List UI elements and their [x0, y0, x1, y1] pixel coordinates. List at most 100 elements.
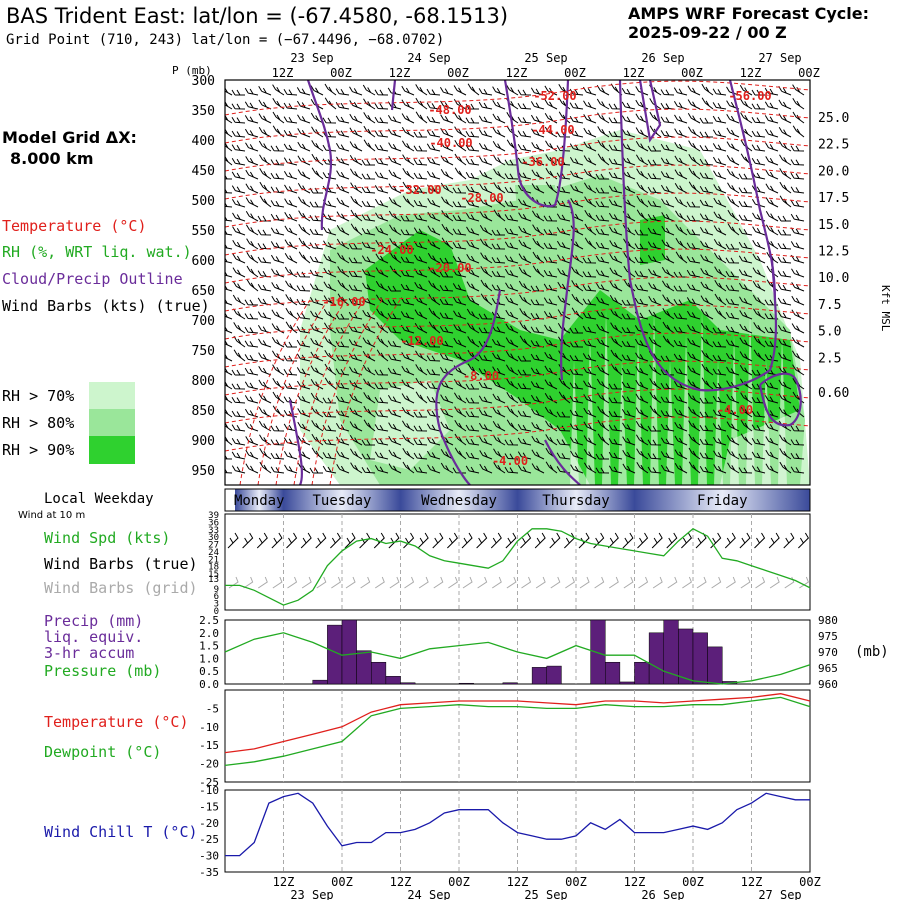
precip-bar [590, 619, 606, 685]
wind-barb [570, 198, 584, 208]
wind-barb [608, 130, 623, 138]
wind-barb-grid [477, 576, 488, 589]
wind-barb [374, 198, 389, 208]
wind-barb [504, 268, 519, 278]
wind-barb [530, 353, 545, 362]
wind-barb [687, 99, 701, 110]
wind-barb [727, 223, 740, 236]
wind-barb [739, 337, 753, 348]
wind-barb-true [476, 532, 488, 549]
wind-barb [701, 363, 714, 376]
wind-barb [389, 238, 402, 250]
wind-barb [621, 313, 636, 320]
wind-barb [686, 215, 701, 222]
wind-barb [310, 85, 324, 96]
wind-barb [296, 87, 311, 96]
wind-barb [790, 241, 805, 250]
wind-barb [322, 185, 337, 194]
wind-barb [726, 421, 740, 432]
precip-bar [692, 632, 708, 685]
wind-barb [777, 284, 792, 292]
wind-barb [309, 228, 324, 236]
time-tick-label-top: 12Z [389, 66, 411, 80]
wind-barb [596, 378, 610, 390]
wind-barb [647, 453, 662, 460]
wind-barb [374, 437, 389, 446]
wind-barb [285, 294, 298, 306]
wind-barb [225, 87, 233, 96]
wind-barb [701, 97, 714, 110]
wind-barb [504, 241, 519, 250]
cloud-outline [306, 80, 333, 231]
wind-barb [505, 337, 519, 348]
wind-barb [272, 125, 285, 138]
wind-barb [246, 279, 259, 292]
wind-barb [531, 183, 545, 194]
wind-barb [661, 225, 675, 236]
wind-barb [673, 340, 688, 348]
wind-chill-tick-label: -30 [199, 850, 219, 863]
wind-barb [726, 155, 740, 166]
wind-barb [647, 173, 662, 180]
temperature-contour-line [275, 299, 347, 485]
wind-barb [348, 339, 363, 348]
temperature-contour-line [225, 304, 810, 340]
wind-barb [518, 226, 532, 236]
wind-barb-grid [725, 576, 736, 589]
wind-barb [634, 297, 649, 306]
wind-barb [634, 243, 649, 250]
wind-barb [608, 397, 623, 404]
wind-barb-true [417, 532, 429, 549]
wind-barb [480, 252, 493, 264]
wind-barb [725, 312, 740, 320]
wind-barb [609, 267, 623, 278]
precip-tick-label: 0.5 [199, 665, 219, 678]
wind-barb [531, 128, 545, 138]
wind-barb-grid [535, 576, 546, 589]
wind-barb [402, 448, 415, 460]
weekday-frame [224, 488, 811, 512]
wind-barb [335, 382, 350, 390]
wind-barb [634, 284, 649, 292]
rh-shading-region [640, 215, 665, 265]
wind-speed-tick-label: 15 [208, 570, 219, 580]
wind-barb [571, 266, 584, 278]
wind-barb [660, 116, 675, 124]
wind-barb [517, 103, 532, 110]
wind-barb [244, 381, 259, 390]
kft-tick-label: 7.5 [818, 298, 841, 313]
wind-barb [712, 341, 727, 348]
wind-barb [225, 353, 233, 362]
wind-barb [675, 210, 688, 222]
time-tick-label-top: 00Z [564, 66, 586, 80]
temperature-panel: -5 -10 -15 -20 -25 [199, 689, 811, 789]
wind-barb [543, 215, 558, 222]
wind-speed-tick-label: 39 [208, 511, 219, 521]
wind-barb [660, 89, 675, 96]
wind-barb [387, 313, 402, 320]
wind-barb [413, 227, 428, 236]
wind-barb [595, 201, 610, 208]
wind-barb [595, 187, 610, 194]
wind-barb-grid [565, 576, 575, 589]
wind-barb-true [666, 532, 678, 549]
wind-barb [517, 396, 532, 404]
wind-barb [387, 285, 401, 292]
wind-barb-grid [433, 576, 444, 589]
wind-barb-true [637, 532, 649, 549]
wind-barb [465, 397, 480, 404]
wind-barb [401, 365, 415, 376]
wind-chill-series [225, 792, 810, 857]
wind-barb [283, 143, 298, 152]
wind-barb [492, 86, 506, 96]
temperature-contour-label: -24.00 [370, 243, 413, 257]
wind-barb-true [549, 532, 561, 549]
wind-barb [740, 406, 753, 418]
wind-barb [311, 140, 324, 152]
wind-barb [699, 438, 714, 446]
wind-barb [595, 242, 610, 250]
wind-barb [701, 350, 714, 362]
wind-barb [790, 159, 805, 166]
wind-barb [674, 128, 688, 138]
wind-barb [335, 313, 349, 320]
